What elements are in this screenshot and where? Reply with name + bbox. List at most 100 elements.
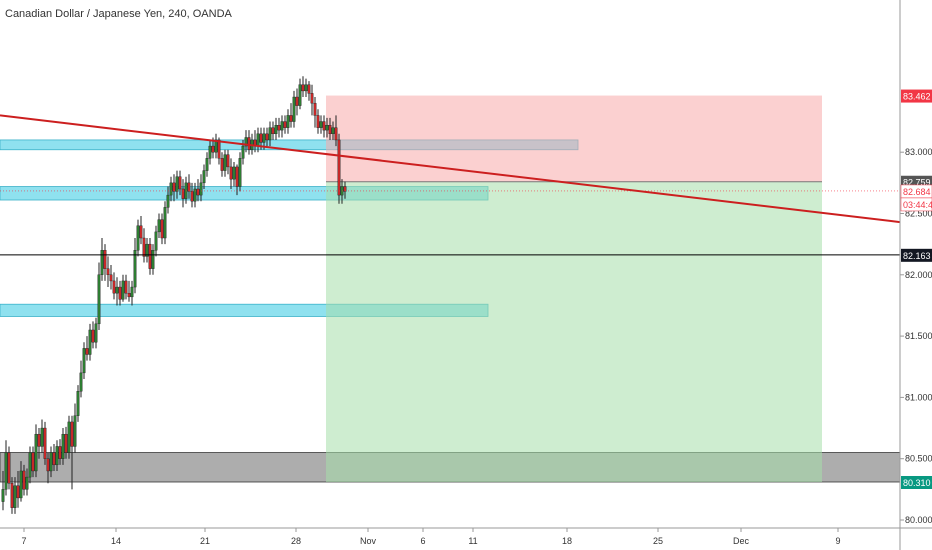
candle-body [259,133,263,143]
drawing-lines[interactable] [0,114,901,256]
short-position-tool[interactable] [326,95,822,482]
candle-body [94,323,98,343]
candle-body [82,348,86,374]
candle-body [277,125,281,131]
candle [100,238,104,281]
candlestick-series [1,76,347,514]
price-badge-label: 82.759 [903,178,931,188]
candle-body [190,191,194,202]
candle-body [169,182,173,196]
candle [265,127,269,147]
candle [148,238,152,275]
candle-body [76,391,80,416]
candle [247,130,251,155]
candle [310,84,314,116]
candle-body [289,115,293,122]
candle-body [46,458,50,472]
candle [22,464,26,496]
candle-body [88,329,92,355]
candle [127,280,131,302]
trendline[interactable] [0,114,901,224]
candle-body [22,470,26,490]
candle-body [268,127,272,141]
candle [61,428,65,465]
x-tick-label: 6 [420,536,425,546]
candle-body [37,433,41,447]
candle-body [232,166,236,180]
candle-body [343,186,347,192]
candle [190,182,194,208]
candle-body [13,485,17,508]
candle [34,424,38,478]
candle-body [1,489,5,502]
candle [238,152,242,192]
candle-body [64,433,68,453]
candle-body [151,250,155,269]
candle [157,213,161,239]
candle-body [109,274,113,282]
candle [328,117,332,140]
y-tick-label: 83.000 [905,147,932,157]
stop-loss-zone[interactable] [326,95,822,182]
candle-body [187,182,191,192]
x-tick-label: Dec [733,536,750,546]
candle-body [145,243,149,257]
x-tick-label: 28 [291,536,301,546]
candle [49,446,53,478]
candle-body [160,219,164,239]
candle-body [142,237,146,257]
candle [220,152,224,177]
candle [25,468,29,496]
candle [154,225,158,257]
candle [70,415,74,490]
candle [277,117,281,138]
candle-body [214,139,218,153]
price-badge-label: 82.163 [903,251,931,261]
candle-body [328,125,332,135]
candle-body [280,121,284,131]
candle-body [208,145,212,159]
candle-body [229,166,233,180]
candle [307,81,311,101]
candle-body [241,145,245,159]
candle-body [112,280,116,294]
candle-body [19,470,23,499]
candle [223,149,227,177]
candle-body [163,207,167,239]
candle-body [70,421,74,447]
candle [334,115,338,147]
candle-body [175,176,179,192]
candle [136,219,140,257]
candle-body [157,219,161,233]
candle-body [154,231,158,251]
candle [76,385,80,422]
candle [133,238,137,294]
candle-body [103,250,107,269]
candle-body [202,170,206,184]
candle-body [7,452,11,484]
candle-body [40,427,44,447]
candle-body [79,372,83,392]
candle-body [334,127,338,141]
candle [109,264,113,290]
candle [64,426,68,459]
candle [13,477,17,514]
candle-body [121,280,125,300]
take-profit-zone[interactable] [326,181,822,482]
candle-body [310,93,314,104]
candle-body [61,433,65,459]
candle [1,470,5,511]
candle-body [25,476,29,490]
candle [319,115,323,134]
candle [103,244,107,281]
candle [163,201,167,245]
candle-body [124,280,128,294]
price-badge [901,475,932,489]
candle [94,317,98,349]
price-badge-label: 82.684 [903,187,931,197]
candle-body [262,133,266,143]
y-tick-label: 81.500 [905,331,932,341]
price-badge [901,89,932,103]
candle [316,109,320,134]
